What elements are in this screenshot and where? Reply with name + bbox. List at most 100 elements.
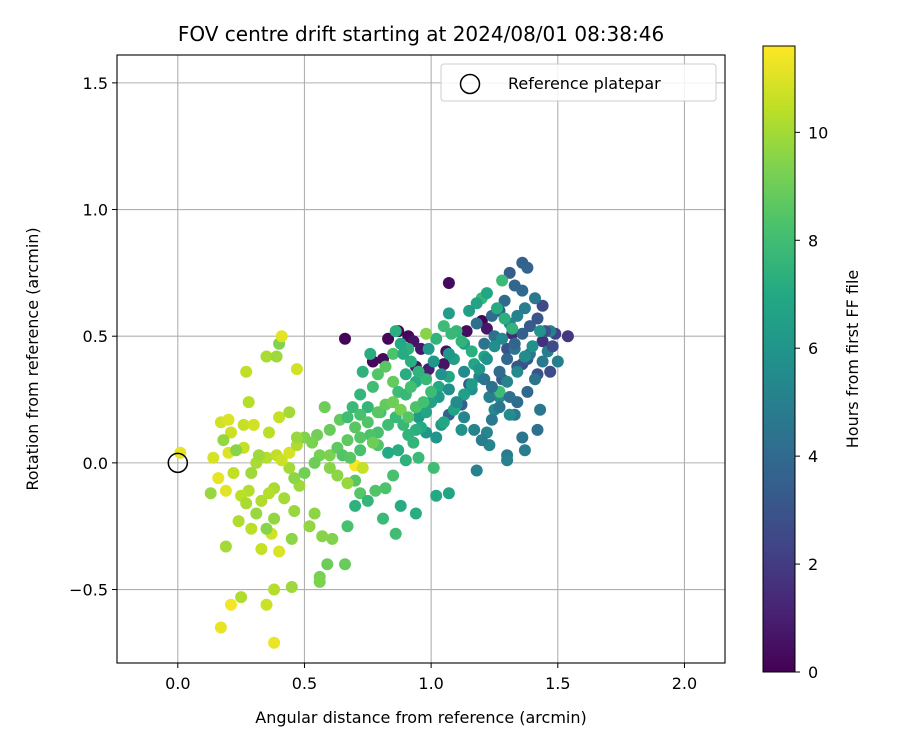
data-point (361, 494, 374, 507)
data-point (516, 431, 529, 444)
data-point (450, 396, 463, 409)
data-point (399, 454, 412, 467)
colorbar-tick-label-0: 0 (808, 663, 818, 682)
x-axis-label: Angular distance from reference (arcmin) (255, 708, 586, 727)
data-point (427, 461, 440, 474)
data-point (498, 294, 511, 307)
y-tick-label-0: −0.5 (69, 581, 108, 600)
data-point (240, 497, 253, 510)
data-point (369, 484, 382, 497)
data-point (496, 332, 509, 345)
data-point (371, 406, 384, 419)
data-point (225, 598, 237, 611)
data-point (458, 411, 471, 424)
data-point (561, 330, 574, 343)
data-point (268, 512, 281, 525)
data-point (485, 413, 498, 426)
data-point (323, 461, 336, 474)
data-point (437, 358, 450, 371)
data-point (356, 365, 369, 378)
colorbar-label: Hours from first FF file (843, 270, 862, 449)
data-point (308, 456, 321, 469)
data-point (377, 512, 389, 525)
data-point (531, 423, 544, 436)
data-point (387, 396, 400, 409)
data-point (404, 380, 417, 393)
data-point (503, 266, 516, 279)
data-point (318, 401, 331, 414)
data-point (387, 469, 400, 482)
data-point (382, 332, 395, 345)
data-point (516, 327, 529, 340)
data-point (430, 431, 443, 444)
colorbar-ticks: 0 2 4 6 8 10 (795, 123, 828, 682)
data-point (285, 532, 298, 545)
x-axis: 0.0 0.5 1.0 1.5 2.0 (165, 663, 697, 693)
colorbar-tick-label-2: 4 (808, 447, 818, 466)
data-point (493, 401, 506, 414)
data-point (394, 337, 407, 350)
data-point (225, 426, 237, 439)
data-point (442, 487, 455, 500)
data-point (480, 353, 493, 365)
data-point (425, 385, 438, 398)
data-point (275, 330, 288, 343)
data-point (455, 423, 468, 436)
data-point (546, 340, 559, 353)
data-point (361, 401, 374, 414)
data-point (331, 469, 344, 482)
data-point (437, 320, 450, 333)
data-point (458, 365, 471, 378)
colorbar-tick-label-3: 6 (808, 339, 818, 358)
data-point (232, 515, 245, 528)
data-point (501, 375, 514, 388)
data-point (503, 408, 516, 421)
data-point (404, 355, 417, 368)
data-point (478, 373, 491, 386)
data-point (341, 520, 354, 533)
data-point (290, 363, 303, 376)
data-point (306, 436, 319, 449)
data-point (212, 472, 225, 485)
data-point (255, 543, 268, 555)
data-point (551, 355, 564, 368)
data-point (485, 380, 498, 393)
data-point (445, 327, 458, 340)
data-point (397, 347, 410, 360)
data-point (493, 365, 506, 378)
y-tick-label-1: 0.0 (83, 454, 108, 473)
data-point (245, 467, 258, 479)
data-point (394, 403, 407, 416)
data-point (491, 302, 503, 315)
data-point (409, 507, 422, 520)
y-tick-label-4: 1.5 (83, 74, 108, 93)
data-point (346, 401, 359, 414)
colorbar-tick-label-1: 2 (808, 555, 818, 574)
data-point (455, 335, 468, 348)
data-point (521, 385, 534, 398)
y-axis: −0.5 0.0 0.5 1.0 1.5 (69, 74, 117, 600)
data-point (518, 444, 531, 457)
data-point (442, 347, 455, 360)
data-point (219, 484, 232, 497)
data-point (412, 451, 425, 464)
data-point (529, 292, 541, 305)
data-point (460, 325, 473, 338)
data-point (321, 558, 334, 571)
data-point (420, 373, 433, 386)
data-point (323, 449, 336, 462)
data-point (389, 527, 402, 540)
data-point (501, 353, 514, 365)
colorbar-gradient (762, 45, 796, 673)
data-point (366, 380, 379, 393)
grid (117, 55, 725, 663)
y-axis-label: Rotation from reference (arcmin) (23, 227, 42, 490)
data-point (387, 347, 400, 360)
data-point (356, 461, 369, 474)
data-point (354, 431, 367, 444)
legend-entry-reference-platepar: Reference platepar (508, 74, 661, 93)
data-point (326, 532, 339, 545)
data-point (288, 472, 301, 485)
data-point (250, 507, 263, 520)
data-point (382, 418, 395, 431)
